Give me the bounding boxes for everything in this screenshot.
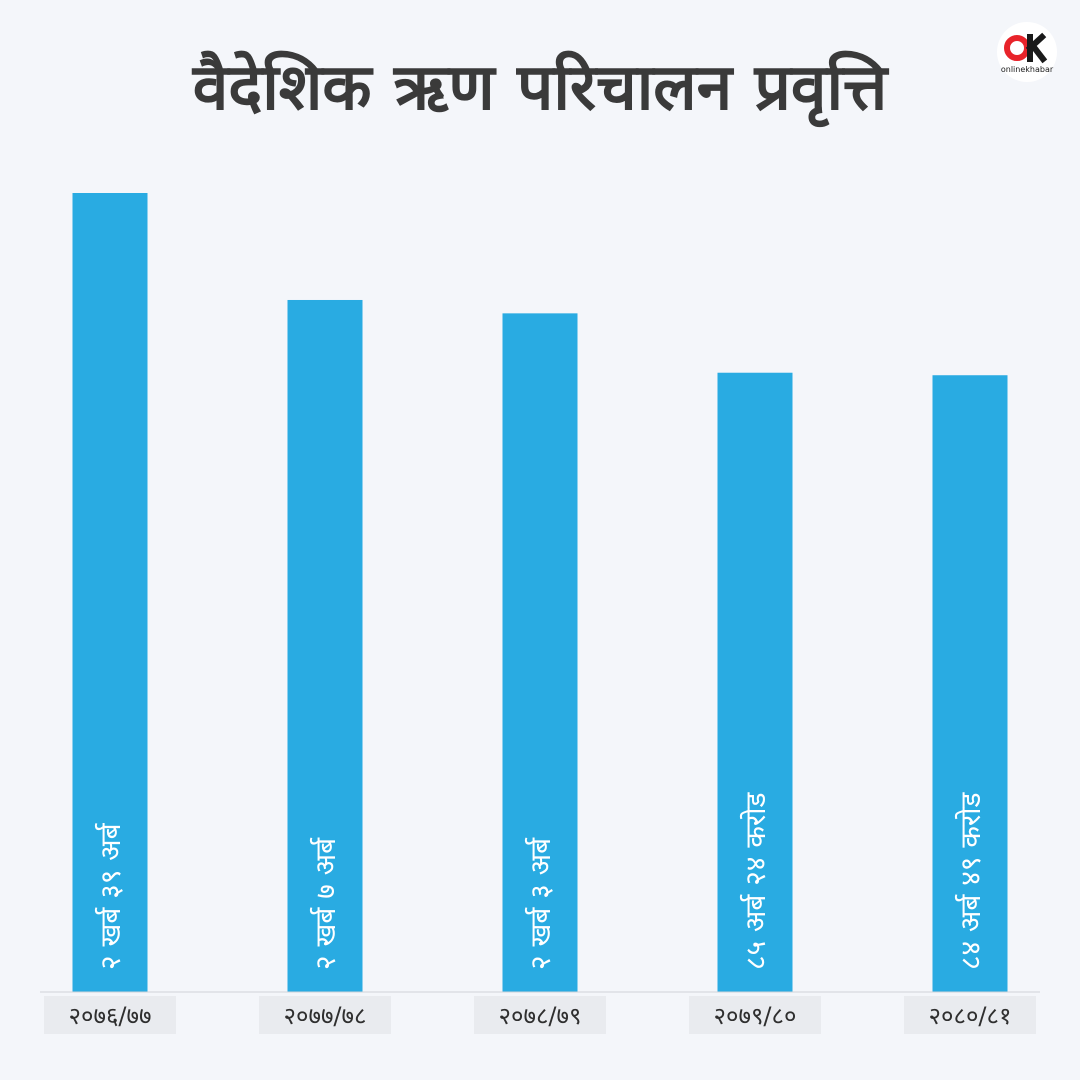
tick-label-bg-1 [259, 996, 391, 1034]
x-axis-ticks: २०७६/७७ २०७७/७८ २०७८/७९ २०७९/८० २०८०/८१ [44, 996, 1036, 1034]
bar-value-label-2: २ खर्ब ३ अर्ब [524, 837, 557, 970]
x-tick-label-3: २०७९/८० [714, 1002, 797, 1030]
bar-value-label-3: ८५ अर्ब २४ करोड [739, 791, 772, 970]
onlinekhabar-logo: onlinekhabar [997, 22, 1057, 82]
tick-label-bg-3 [689, 996, 821, 1034]
x-tick-label-1: २०७७/७८ [284, 1002, 367, 1030]
bar-3 [717, 372, 793, 992]
bar-0 [72, 193, 148, 992]
chart-title: वैदेशिक ऋण परिचालन प्रवृत्ति [192, 51, 888, 125]
ok-logo-icon: onlinekhabar [1001, 32, 1054, 74]
bars-group: २ खर्ब ३९ अर्ब २ खर्ब ७ अर्ब २ खर्ब ३ अर्ब… [72, 193, 1008, 993]
bar-value-label-4: ८४ अर्ब ४९ करोड [954, 791, 987, 970]
bar-value-label-0: २ खर्ब ३९ अर्ब [94, 822, 127, 970]
bar-4 [932, 375, 1008, 992]
tick-label-bg-2 [474, 996, 606, 1034]
tick-label-bg-4 [904, 996, 1036, 1034]
x-tick-label-4: २०८०/८१ [929, 1002, 1012, 1030]
bar-2 [502, 313, 578, 993]
tick-label-bg-0 [44, 996, 176, 1034]
x-tick-label-2: २०७८/७९ [499, 1002, 582, 1030]
logo-wordmark: onlinekhabar [1001, 65, 1054, 74]
x-tick-label-0: २०७६/७७ [69, 1002, 152, 1030]
bar-value-label-1: २ खर्ब ७ अर्ब [309, 837, 342, 970]
bar-1 [287, 299, 363, 992]
